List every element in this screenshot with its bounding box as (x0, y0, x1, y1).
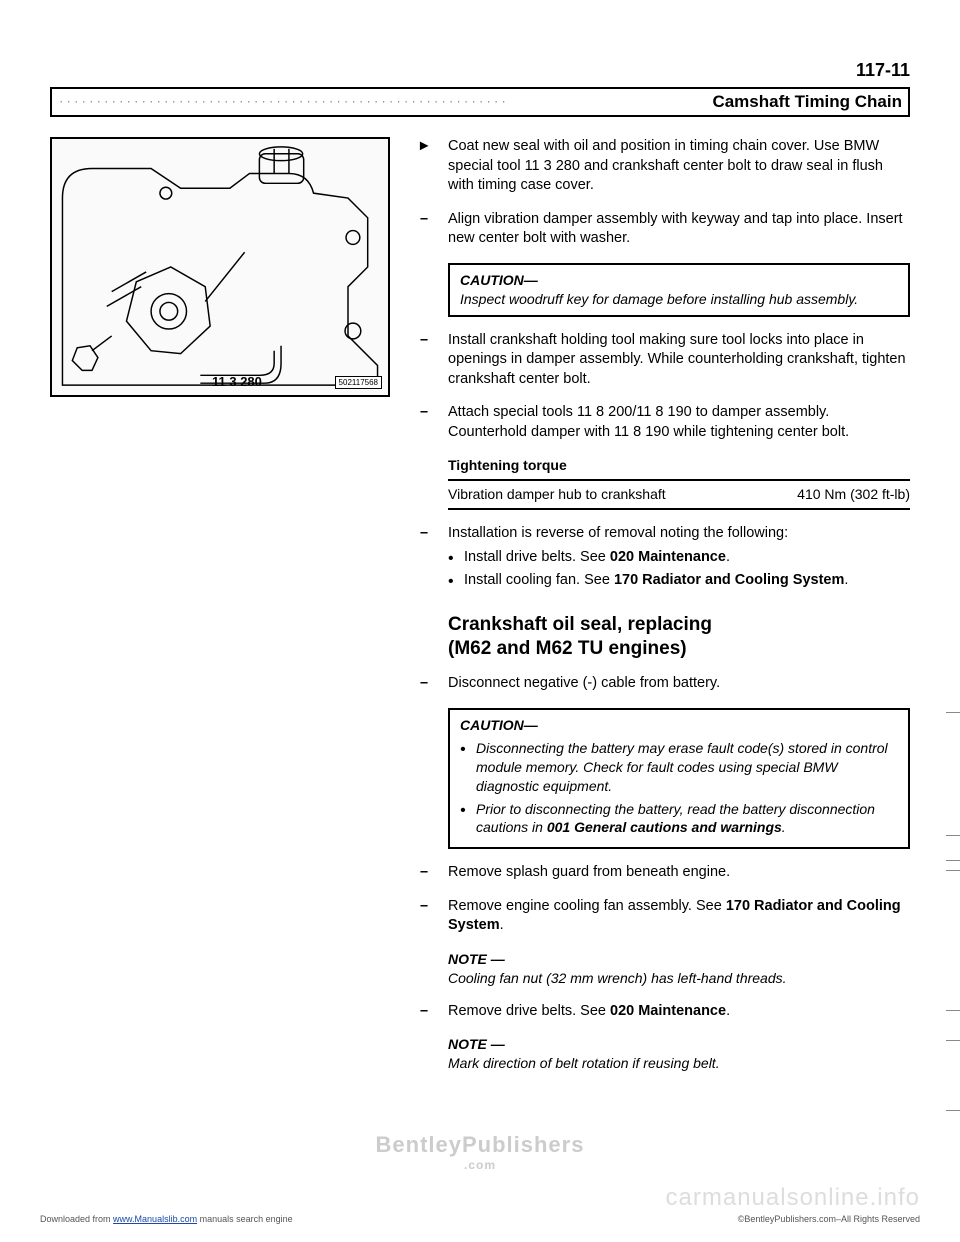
step-text: Align vibration damper assembly with key… (448, 210, 910, 249)
step-text: Disconnect negative (-) cable from batte… (448, 674, 910, 694)
watermark-publisher: BentleyPublishers .com (0, 1132, 960, 1172)
note: NOTE — Cooling fan nut (32 mm wrench) ha… (448, 950, 910, 988)
step-marker-dash: – (414, 210, 434, 249)
step-text: Remove splash guard from beneath engine. (448, 863, 910, 883)
caution-title: CAUTION— (460, 272, 538, 288)
caution-box: CAUTION— Disconnecting the battery may e… (448, 708, 910, 849)
caution-box: CAUTION— Inspect woodruff key for damage… (448, 263, 910, 317)
torque-table-row: Vibration damper hub to crankshaft 410 N… (448, 479, 910, 510)
list-item: Install drive belts. See 020 Maintenance… (448, 548, 910, 568)
footer-right: ©BentleyPublishers.com–All Rights Reserv… (738, 1214, 920, 1224)
figure-ref: 502117568 (335, 376, 382, 389)
list-item: Prior to disconnecting the battery, read… (460, 800, 898, 838)
footer-link[interactable]: www.Manualslib.com (113, 1214, 197, 1224)
caution-title: CAUTION— (460, 717, 538, 733)
step-text: Coat new seal with oil and position in t… (448, 137, 910, 196)
caution-bullets: Disconnecting the battery may erase faul… (460, 739, 898, 837)
torque-value: 410 Nm (302 ft-lb) (797, 485, 910, 504)
bullet-list: Install drive belts. See 020 Maintenance… (448, 548, 910, 591)
step-marker-dash: – (414, 524, 434, 595)
step-marker-dash: – (414, 863, 434, 883)
step-marker-dash: – (414, 1002, 434, 1022)
caution-text: Inspect woodruff key for damage before i… (460, 291, 858, 307)
section-heading: Crankshaft oil seal, replacing (M62 and … (448, 613, 910, 661)
torque-desc: Vibration damper hub to crankshaft (448, 485, 666, 504)
note-title: NOTE — (448, 1036, 505, 1052)
chapter-header: · · · · · · · · · · · · · · · · · · · · … (50, 87, 910, 117)
step-marker-dash: – (414, 403, 434, 442)
page-number: 117-11 (856, 60, 910, 80)
note-title: NOTE — (448, 951, 505, 967)
chapter-title: Camshaft Timing Chain (712, 92, 902, 112)
list-item: Install cooling fan. See 170 Radiator an… (448, 571, 910, 591)
watermark-site: carmanualsonline.info (666, 1184, 920, 1212)
step-text: Attach special tools 11 8 200/11 8 190 t… (448, 403, 910, 442)
step-text: Installation is reverse of removal notin… (448, 524, 910, 595)
note: NOTE — Mark direction of belt rotation i… (448, 1035, 910, 1073)
step-marker-dash: – (414, 674, 434, 694)
note-text: Mark direction of belt rotation if reusi… (448, 1055, 720, 1071)
technical-figure: 11 3 280 502117568 (50, 137, 390, 397)
step-marker-dash: – (414, 897, 434, 936)
step-text: Install crankshaft holding tool making s… (448, 331, 910, 390)
step-text: Remove engine cooling fan assembly. See … (448, 897, 910, 936)
footer-left: Downloaded from www.Manualslib.com manua… (40, 1214, 293, 1224)
note-text: Cooling fan nut (32 mm wrench) has left-… (448, 970, 787, 986)
step-marker-dash: – (414, 331, 434, 390)
margin-marks (930, 0, 960, 1242)
step-text: Remove drive belts. See 020 Maintenance. (448, 1002, 910, 1022)
torque-heading: Tightening torque (448, 456, 910, 475)
step-marker-arrow: ◄ (414, 137, 434, 196)
list-item: Disconnecting the battery may erase faul… (460, 739, 898, 796)
figure-tool-label: 11 3 280 (212, 374, 262, 389)
